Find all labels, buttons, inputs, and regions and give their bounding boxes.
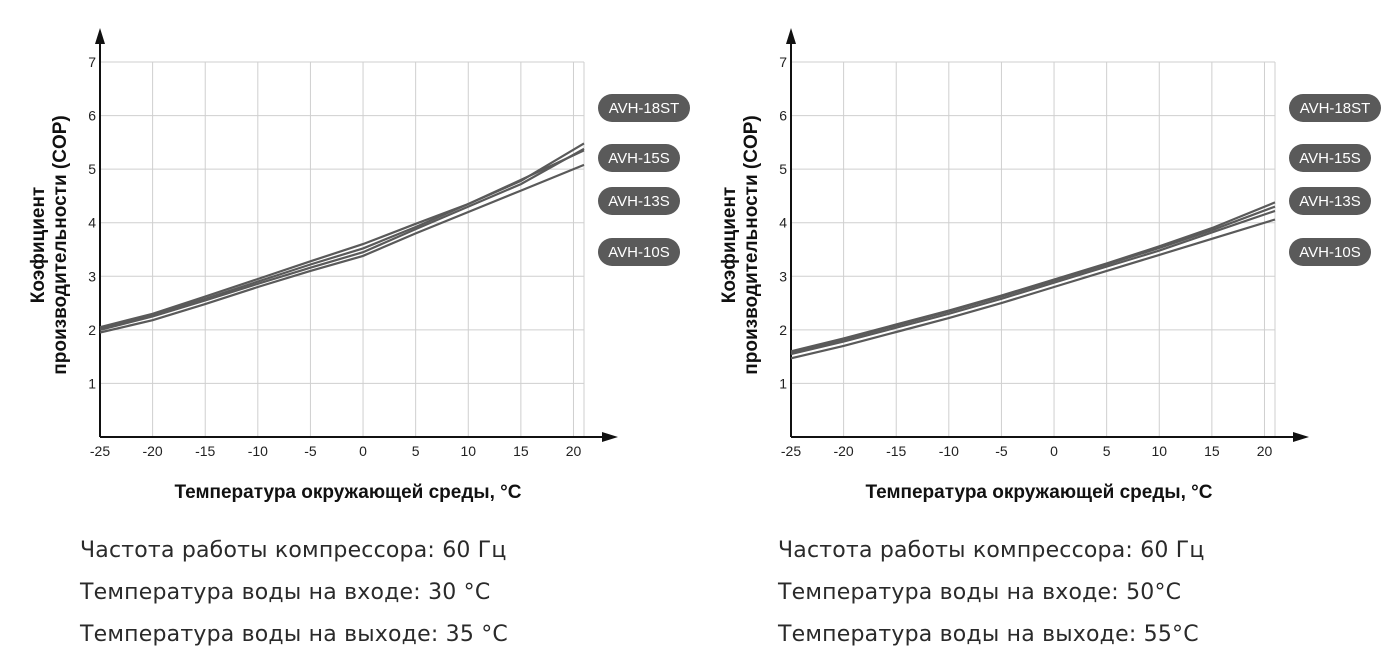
legend-item-avh-15s: AVH-15S bbox=[598, 144, 680, 172]
cop-chart-right: -25 -20 -15 -10 -5 0 5 10 15 20 1 2 3 4 5 6 7 Температура… bbox=[691, 0, 1389, 660]
legend-label: AVH-15S bbox=[608, 150, 669, 167]
x-tick-label: 20 bbox=[566, 443, 582, 459]
series-line-avh-15s bbox=[99, 149, 585, 330]
grid bbox=[791, 61, 1276, 437]
x-axis-title: Температура окружающей среды, °C bbox=[174, 482, 521, 503]
y-axis-arrow bbox=[786, 28, 796, 44]
legend-item-avh-13s: AVH-13S bbox=[1289, 187, 1371, 215]
legend-label: AVH-13S bbox=[1299, 193, 1360, 210]
chart-svg-left: -25 -20 -15 -10 -5 0 5 10 15 20 1 2 3 4 5 6 7 Температура… bbox=[28, 28, 690, 503]
legend-item-avh-15s: AVH-15S bbox=[1289, 144, 1371, 172]
series-line-avh-10s bbox=[790, 218, 1276, 360]
legend-item-avh-18st: AVH-18ST bbox=[1289, 94, 1381, 122]
legend-pill-bg bbox=[598, 94, 690, 122]
chart-svg-right: -25 -20 -15 -10 -5 0 5 10 15 20 1 2 3 4 5 6 7 Температура… bbox=[719, 28, 1381, 503]
legend-item-avh-10s: AVH-10S bbox=[598, 238, 680, 266]
y-axis-title-line: производительности (COP) bbox=[741, 115, 762, 374]
x-tick-label: -5 bbox=[304, 443, 317, 459]
x-tick-label: -15 bbox=[195, 443, 215, 459]
legend-pill-bg bbox=[598, 238, 680, 266]
series-line-avh-10s bbox=[99, 163, 585, 334]
y-tick-label: 7 bbox=[88, 54, 96, 70]
legend-label: AVH-10S bbox=[1299, 244, 1360, 261]
y-tick-label: 1 bbox=[88, 375, 96, 391]
y-tick-label: 5 bbox=[88, 161, 96, 177]
x-tick-label: 0 bbox=[1050, 443, 1058, 459]
y-axis-title: Коэфициентпроизводительности (COP) bbox=[28, 115, 71, 374]
y-tick-label: 7 bbox=[779, 54, 787, 70]
x-tick-label: 5 bbox=[412, 443, 420, 459]
conditions-right: Частота работы компрессора: 60 Гц Темпер… bbox=[778, 530, 1205, 656]
note-water-outlet-temp: Температура воды на выходе: 35 °C bbox=[80, 622, 508, 647]
x-tick-label: 20 bbox=[1257, 443, 1273, 459]
x-tick-label: -10 bbox=[939, 443, 959, 459]
x-tick-label: -15 bbox=[886, 443, 906, 459]
y-axis-title-line: Коэфициент bbox=[28, 187, 49, 303]
y-tick-label: 4 bbox=[88, 215, 96, 231]
note-water-inlet-temp: Температура воды на входе: 50°C bbox=[778, 580, 1182, 605]
series-line-avh-18st bbox=[99, 142, 585, 329]
grid bbox=[100, 61, 585, 437]
y-tick-label: 5 bbox=[779, 161, 787, 177]
series-line-avh-15s bbox=[790, 205, 1276, 354]
legend-item-avh-18st: AVH-18ST bbox=[598, 94, 690, 122]
legend-label: AVH-18ST bbox=[609, 100, 680, 117]
legend-label: AVH-10S bbox=[608, 244, 669, 261]
y-tick-label: 4 bbox=[779, 215, 787, 231]
legend-item-avh-13s: AVH-13S bbox=[598, 187, 680, 215]
legend-label: AVH-15S bbox=[1299, 150, 1360, 167]
x-tick-label: -25 bbox=[90, 443, 110, 459]
x-axis-arrow bbox=[1293, 432, 1309, 442]
y-axis-title: Коэфициентпроизводительности (COP) bbox=[719, 115, 762, 374]
note-compressor-frequency: Частота работы компрессора: 60 Гц bbox=[778, 538, 1205, 563]
legend-pill-bg bbox=[1289, 187, 1371, 215]
y-tick-label: 6 bbox=[779, 108, 787, 124]
legend-item-avh-10s: AVH-10S bbox=[1289, 238, 1371, 266]
y-axis-arrow bbox=[95, 28, 105, 44]
y-tick-label: 1 bbox=[779, 375, 787, 391]
x-axis-title: Температура окружающей среды, °C bbox=[865, 482, 1212, 503]
legend-pill-bg bbox=[598, 144, 680, 172]
y-tick-label: 2 bbox=[88, 322, 96, 338]
series-line-avh-13s bbox=[790, 209, 1276, 356]
series-line-avh-18st bbox=[790, 201, 1276, 353]
note-water-outlet-temp: Температура воды на выходе: 55°C bbox=[778, 622, 1199, 647]
note-water-inlet-temp: Температура воды на входе: 30 °C bbox=[80, 580, 491, 605]
series-line-avh-13s bbox=[99, 147, 585, 331]
x-tick-label: -5 bbox=[995, 443, 1008, 459]
x-tick-label: -10 bbox=[248, 443, 268, 459]
x-tick-label: 10 bbox=[1151, 443, 1167, 459]
y-tick-label: 3 bbox=[88, 268, 96, 284]
x-tick-label: 0 bbox=[359, 443, 367, 459]
x-axis-arrow bbox=[602, 432, 618, 442]
x-tick-label: 15 bbox=[1204, 443, 1220, 459]
y-tick-label: 2 bbox=[779, 322, 787, 338]
x-tick-label: -20 bbox=[142, 443, 162, 459]
x-tick-label: -20 bbox=[833, 443, 853, 459]
x-tick-label: 5 bbox=[1103, 443, 1111, 459]
y-axis-title-line: производительности (COP) bbox=[50, 115, 71, 374]
legend-pill-bg bbox=[598, 187, 680, 215]
y-tick-label: 3 bbox=[779, 268, 787, 284]
x-tick-label: -25 bbox=[781, 443, 801, 459]
legend-pill-bg bbox=[1289, 94, 1381, 122]
legend-pill-bg bbox=[1289, 144, 1371, 172]
note-compressor-frequency: Частота работы компрессора: 60 Гц bbox=[80, 538, 507, 563]
legend-label: AVH-13S bbox=[608, 193, 669, 210]
y-axis-title-line: Коэфициент bbox=[719, 187, 740, 303]
y-tick-label: 6 bbox=[88, 108, 96, 124]
legend-label: AVH-18ST bbox=[1300, 100, 1371, 117]
legend-pill-bg bbox=[1289, 238, 1371, 266]
cop-chart-left: -25 -20 -15 -10 -5 0 5 10 15 20 1 2 3 4 5 6 7 Температура… bbox=[0, 0, 698, 660]
x-tick-label: 15 bbox=[513, 443, 529, 459]
x-tick-label: 10 bbox=[460, 443, 476, 459]
conditions-left: Частота работы компрессора: 60 Гц Темпер… bbox=[80, 530, 508, 656]
